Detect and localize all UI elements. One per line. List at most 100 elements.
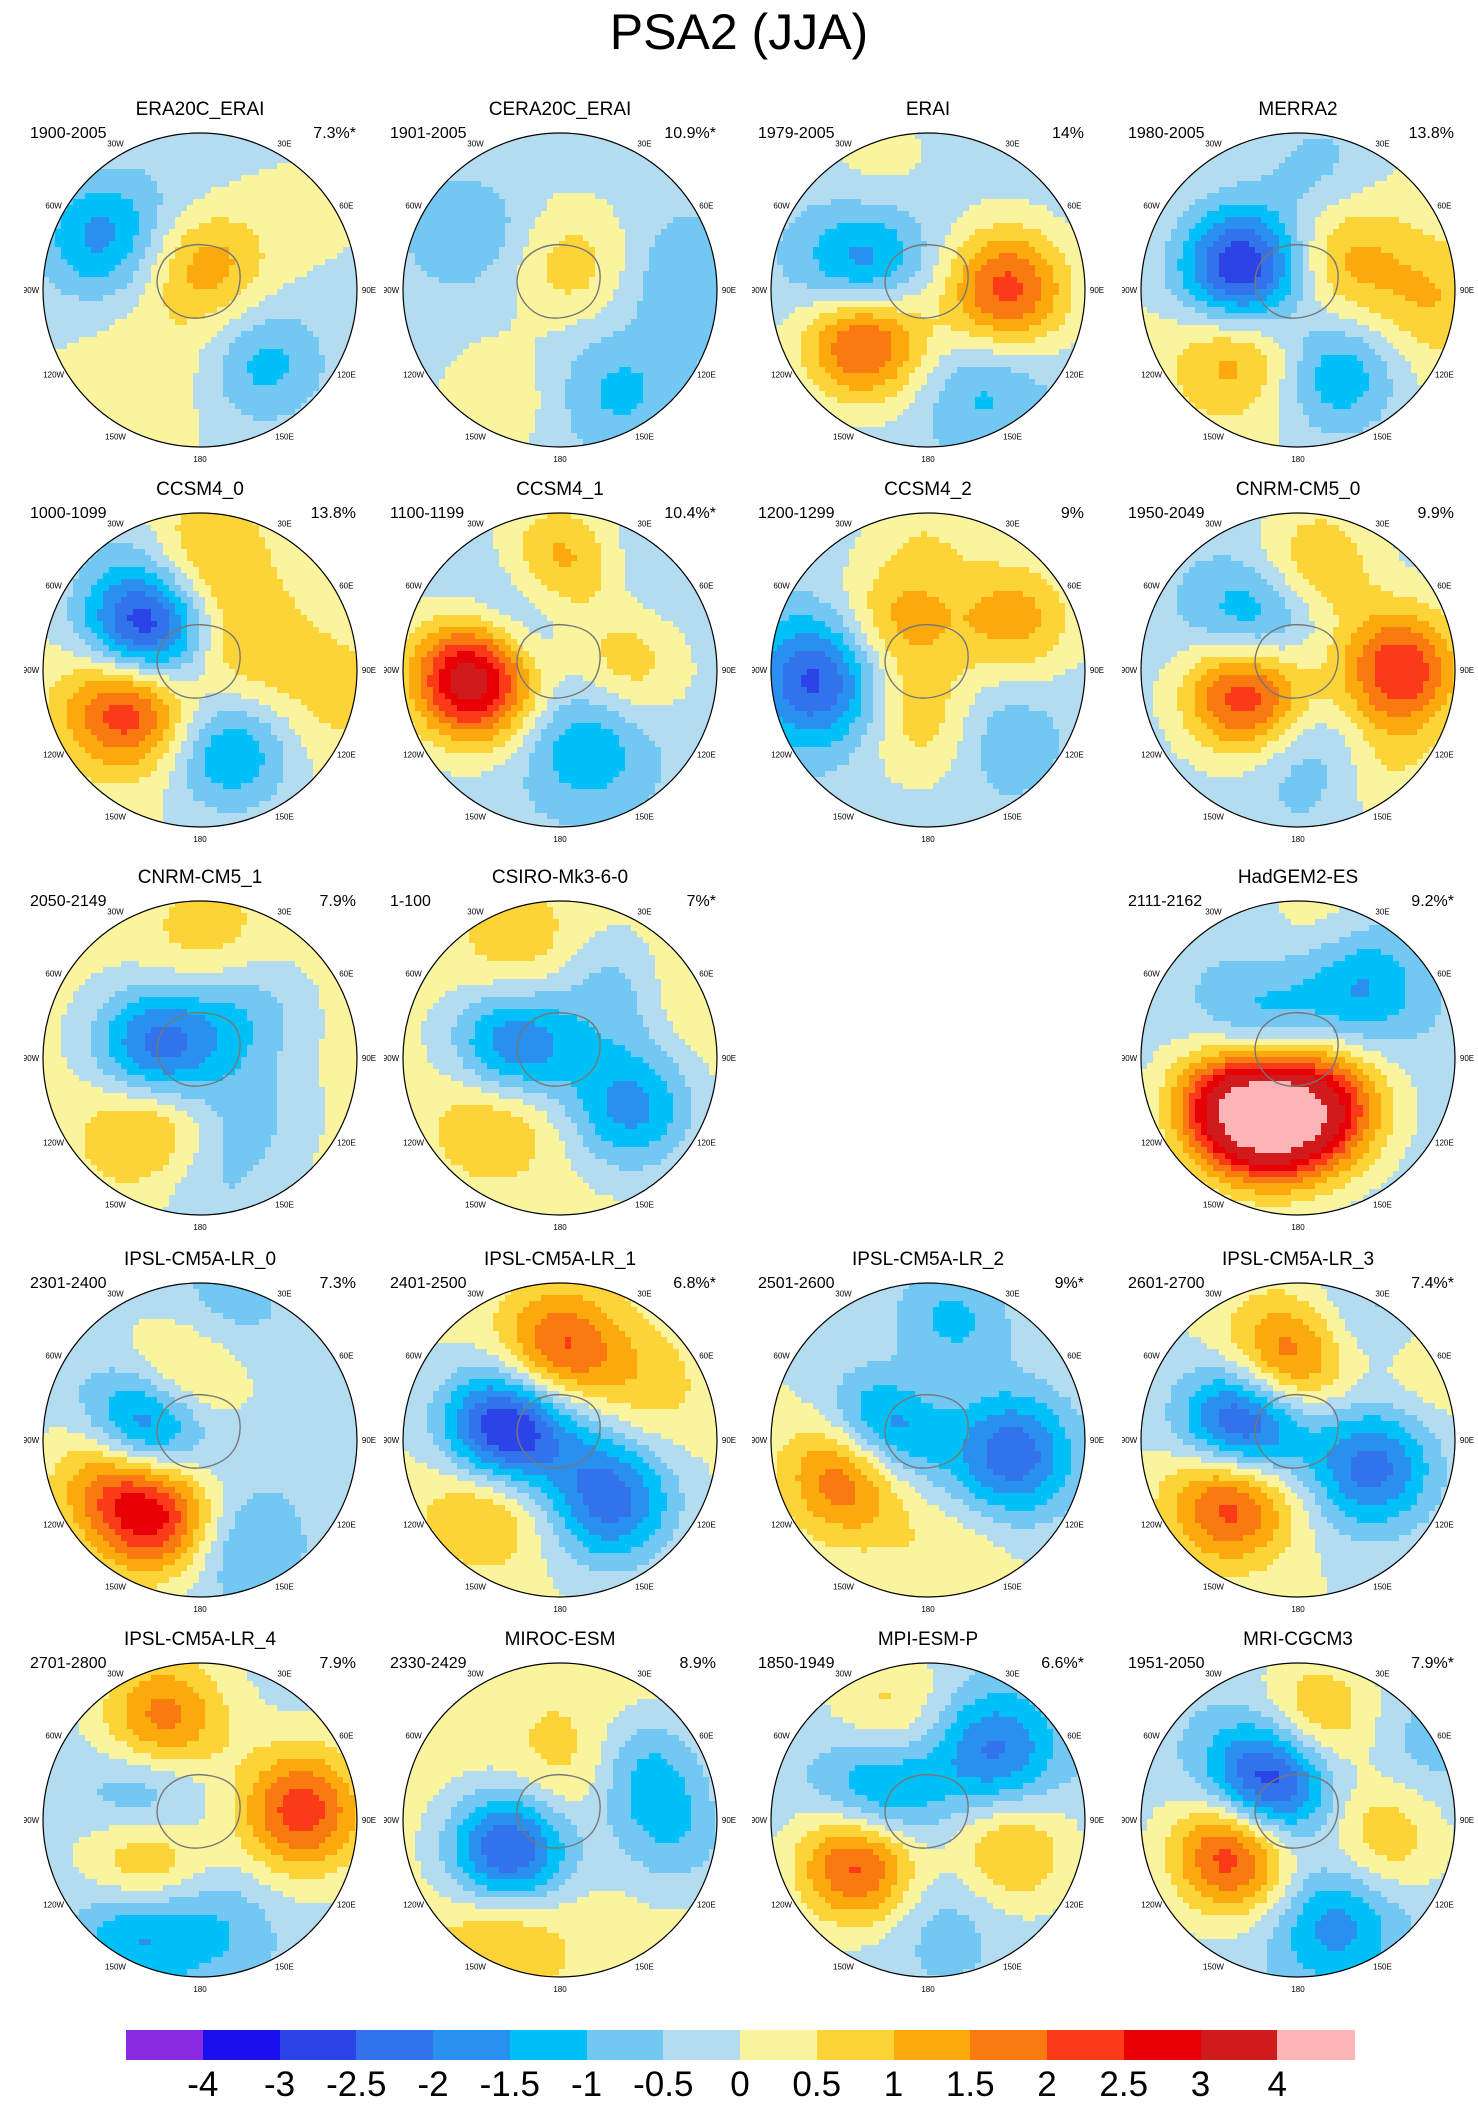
colorbar-tick-label: 0 [700,2066,780,2104]
longitude-label: 60E [339,582,353,591]
colorbar-tick-label: 0.5 [777,2066,857,2104]
antarctica-coastline [1254,1393,1339,1469]
longitude-label: 90E [362,666,376,675]
polar-map: 0 30E 60E 90E 120E 150E 180 150W 120W 90W 60W 30W [384,504,736,844]
longitude-label: 90E [1460,1436,1474,1445]
longitude-label: 120W [43,371,64,380]
longitude-label: 150W [833,812,854,821]
anomaly-field [43,133,357,447]
polar-map: 0 30E 60E 90E 120E 150E 180 150W 120W 90W 60W 30W [752,124,1104,464]
panel-variance: 7.4%* [1411,1274,1454,1294]
polar-map: 0 30E 60E 90E 120E 150E 180 150W 120W 90W 60W 30W [384,1274,736,1614]
antarctica-coastline [516,623,601,699]
longitude-label: 60W [405,1352,422,1361]
longitude-label: 0 [926,1274,931,1276]
longitude-label: 30W [835,140,852,149]
longitude-label: 120W [403,371,424,380]
panel-title: IPSL-CM5A-LR_0 [24,1248,376,1272]
longitude-label: 180 [553,1985,567,1994]
longitude-label: 150E [635,812,654,821]
colorbar-swatch [202,2030,280,2060]
figure-title: PSA2 (JJA) [0,0,1478,64]
colorbar-swatch [816,2030,894,2060]
longitude-label: 60E [339,970,353,979]
longitude-label: 120W [43,1521,64,1530]
anomaly-field [771,1663,1085,1977]
longitude-label: 90E [1090,666,1104,675]
longitude-label: 180 [921,455,935,464]
longitude-label: 30E [1005,140,1019,149]
longitude-label: 180 [921,835,935,844]
longitude-label: 60E [1437,202,1451,211]
antarctica-coastline [1254,1773,1339,1849]
colorbar-tick-label: 2 [1007,2066,1087,2104]
panel-title: MRI-CGCM3 [1122,1628,1474,1652]
longitude-label: 0 [558,504,563,506]
longitude-label: 30W [1205,1290,1222,1299]
panel-period: 1900-2005 [30,124,107,144]
panel-period: 2050-2149 [30,892,107,912]
panel-title: MPI-ESM-P [752,1628,1104,1652]
longitude-label: 30W [835,1670,852,1679]
panel-title: CNRM-CM5_1 [24,866,376,890]
longitude-label: 60E [339,1732,353,1741]
longitude-label: 60W [45,970,62,979]
longitude-label: 60E [339,1352,353,1361]
longitude-label: 150W [1203,1582,1224,1591]
longitude-label: 60E [339,202,353,211]
longitude-label: 120W [1141,1521,1162,1530]
panel-title: CERA20C_ERAI [384,98,736,122]
anomaly-field [1141,1663,1455,1977]
longitude-label: 90E [362,1054,376,1063]
longitude-label: 90W [752,1816,768,1825]
longitude-label: 150E [1003,1962,1022,1971]
longitude-label: 0 [1296,892,1301,894]
antarctica-coastline [156,243,241,319]
longitude-label: 120E [1435,1521,1454,1530]
longitude-label: 60W [1143,582,1160,591]
longitude-label: 30W [467,1670,484,1679]
anomaly-field [43,1283,357,1597]
panel-variance: 7%* [687,892,716,912]
map-panel: CSIRO-Mk3-6-01-100 7%* 0 30E 60E 90E 120E 150E 1… [384,866,736,1246]
longitude-label: 90E [1460,286,1474,295]
longitude-label: 60E [1437,1352,1451,1361]
longitude-label: 180 [1291,1223,1305,1232]
longitude-label: 60W [773,1352,790,1361]
longitude-label: 150E [1373,812,1392,821]
colorbar-swatch [586,2030,664,2060]
longitude-label: 150W [105,432,126,441]
panel-title: ERAI [752,98,1104,122]
longitude-label: 30E [1375,1670,1389,1679]
longitude-label: 120W [43,1139,64,1148]
longitude-label: 30W [1205,908,1222,917]
antarctica-coastline [156,1011,241,1087]
longitude-label: 90E [722,1054,736,1063]
anomaly-field [43,513,357,827]
panel-title: IPSL-CM5A-LR_2 [752,1248,1104,1272]
antarctica-coastline [884,243,969,319]
longitude-label: 90E [362,1816,376,1825]
panel-variance: 7.3% [320,1274,356,1294]
anomaly-field [1141,1283,1455,1597]
longitude-label: 0 [558,1654,563,1656]
longitude-label: 150E [1373,1582,1392,1591]
longitude-label: 90W [1122,1816,1138,1825]
longitude-label: 30W [107,1290,124,1299]
longitude-label: 90W [1122,286,1138,295]
panel-title: CSIRO-Mk3-6-0 [384,866,736,890]
longitude-label: 180 [1291,1985,1305,1994]
longitude-label: 120E [697,1521,716,1530]
longitude-label: 150W [833,432,854,441]
longitude-label: 90E [1090,1816,1104,1825]
longitude-label: 90W [24,666,40,675]
longitude-label: 150E [275,1962,294,1971]
polar-map: 0 30E 60E 90E 120E 150E 180 150W 120W 90W 60W 30W [384,124,736,464]
antarctica-coastline [156,1393,241,1469]
panel-period: 2701-2800 [30,1654,107,1674]
